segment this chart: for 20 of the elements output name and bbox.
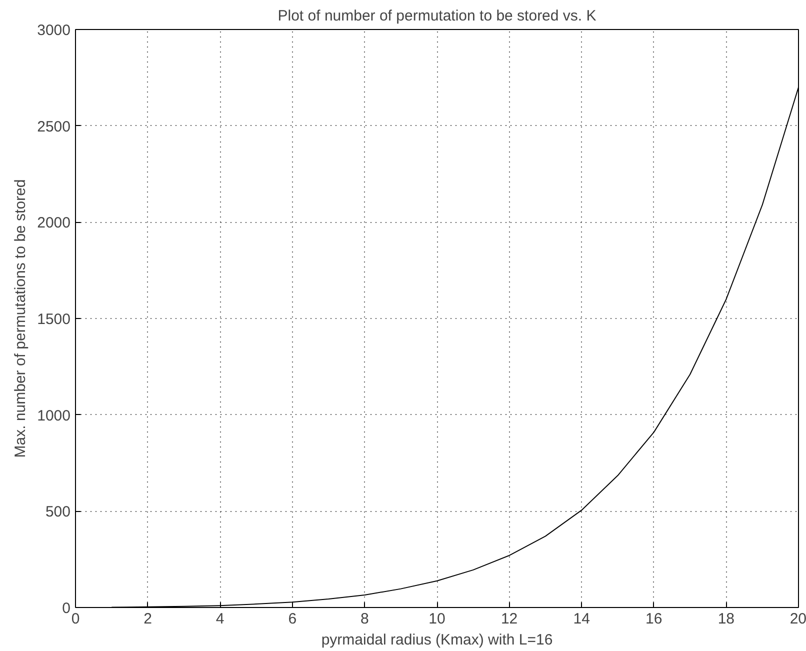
y-tick-label: 1000 xyxy=(37,407,71,424)
x-tick-label: 16 xyxy=(646,610,662,628)
x-tick-label: 14 xyxy=(573,610,590,628)
x-tick-label: 4 xyxy=(216,610,224,628)
x-tick-label: 18 xyxy=(718,610,735,628)
y-tick-label: 2000 xyxy=(37,214,71,232)
y-tick-label: 1500 xyxy=(37,311,71,328)
y-tick-label: 2500 xyxy=(37,118,71,136)
x-tick-label: 10 xyxy=(428,610,446,628)
y-tick-label: 3000 xyxy=(37,22,71,39)
x-axis-title: pyrmaidal radius (Kmax) with L=16 xyxy=(321,632,553,648)
x-tick-label: 8 xyxy=(360,610,369,628)
y-axis-title: Max. number of permutations to be stored xyxy=(12,179,30,458)
y-tick-label: 0 xyxy=(62,600,70,617)
y-tick-label: 500 xyxy=(45,504,71,521)
x-tick-label: 12 xyxy=(500,610,518,628)
chart-title: Plot of number of permutation to be stored vs. K xyxy=(278,8,596,24)
x-tick-label: 6 xyxy=(288,610,297,628)
x-tick-label: 2 xyxy=(144,610,152,628)
x-tick-label: 20 xyxy=(790,610,806,628)
